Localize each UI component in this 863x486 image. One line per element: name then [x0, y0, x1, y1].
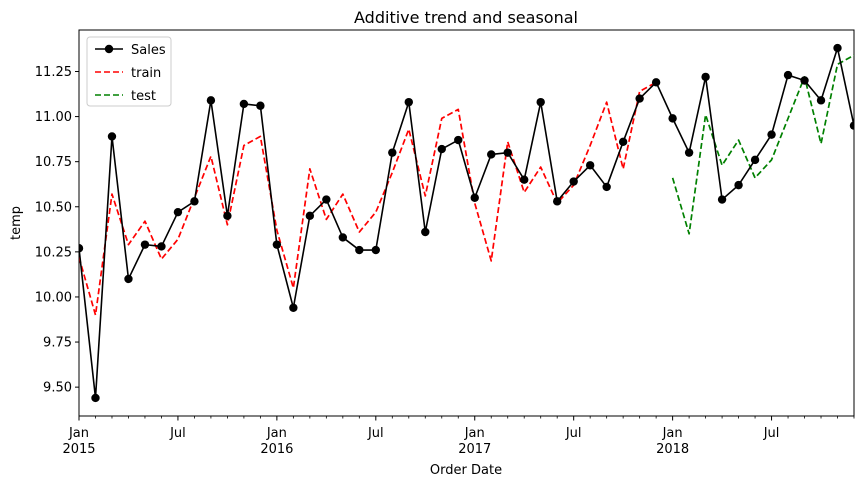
data-point-sales — [651, 78, 661, 87]
data-point-sales — [206, 96, 216, 105]
series-line-test — [671, 54, 854, 235]
data-point-sales — [107, 132, 117, 141]
series-layer — [79, 43, 854, 403]
data-point-sales — [124, 274, 133, 284]
legend-label-train: train — [131, 66, 161, 81]
data-point-sales — [421, 227, 430, 237]
data-point-sales — [767, 130, 776, 139]
legend-marker-sales — [104, 44, 114, 54]
data-point-sales — [503, 148, 512, 157]
x-tick-year-label: 2017 — [458, 442, 491, 457]
data-point-sales — [849, 121, 854, 130]
legend-box — [86, 36, 172, 107]
data-point-sales — [635, 94, 644, 103]
data-point-sales — [91, 393, 100, 403]
data-point-sales — [536, 97, 545, 107]
data-point-sales — [355, 245, 364, 255]
data-point-sales — [388, 148, 397, 157]
data-point-sales — [404, 97, 413, 107]
y-tick-label: 10.75 — [35, 155, 72, 170]
legend-item-sales: Sales — [95, 43, 166, 58]
x-tick-label: Jan — [464, 426, 485, 441]
data-point-sales — [833, 43, 842, 53]
data-point-sales — [816, 96, 826, 105]
series-test — [671, 54, 854, 235]
series-train — [79, 81, 657, 316]
y-tick-label: 10.50 — [35, 200, 72, 215]
y-tick-label: 9.75 — [43, 336, 72, 351]
data-point-sales — [734, 180, 743, 190]
y-tick-label: 10.25 — [35, 245, 72, 260]
x-tick-label: Jul — [169, 426, 186, 441]
x-tick-year-label: 2016 — [260, 442, 293, 457]
data-point-sales — [272, 240, 282, 249]
data-point-sales — [487, 150, 496, 159]
data-point-sales — [668, 114, 677, 123]
x-axis-title: Order Date — [430, 463, 502, 478]
x-tick-label: Jan — [68, 426, 89, 441]
y-tick-label: 11.00 — [35, 110, 72, 125]
legend-label-sales: Sales — [131, 43, 166, 58]
data-point-sales — [305, 211, 315, 220]
data-point-sales — [79, 244, 84, 253]
data-point-sales — [256, 101, 265, 110]
data-point-sales — [157, 242, 166, 251]
data-point-sales — [173, 207, 183, 217]
x-tick-label: Jan — [662, 426, 683, 441]
data-point-sales — [454, 135, 463, 145]
data-point-sales — [717, 195, 727, 204]
legend-label-test: test — [131, 89, 156, 104]
data-point-sales — [371, 245, 381, 255]
y-axis-title: temp — [9, 206, 24, 240]
y-axis: 9.50 9.75 10.00 10.25 10.50 10.75 11.00 11.25 — [35, 65, 79, 396]
data-point-sales — [602, 182, 611, 192]
x-tick-label: Jan — [266, 426, 287, 441]
data-point-sales — [701, 72, 710, 82]
y-tick-label: 9.50 — [43, 381, 72, 396]
plot-area — [78, 29, 855, 417]
data-point-sales — [190, 197, 199, 206]
data-point-sales — [684, 148, 694, 157]
legend-item-train: train — [95, 66, 161, 81]
data-point-sales — [618, 137, 628, 147]
data-point-sales — [437, 144, 446, 154]
data-point-sales — [140, 240, 150, 249]
x-tick-year-label: 2018 — [656, 442, 689, 457]
chart-title: Additive trend and seasonal — [354, 8, 578, 27]
data-point-sales — [520, 175, 529, 184]
data-point-sales — [783, 70, 793, 80]
legend-item-test: test — [95, 89, 156, 104]
data-point-sales — [239, 99, 249, 109]
x-tick-year-label: 2015 — [62, 442, 95, 457]
data-point-sales — [569, 177, 578, 186]
y-tick-label: 11.25 — [35, 65, 72, 80]
series-line-sales — [79, 47, 854, 399]
series-line-train — [79, 81, 657, 316]
data-point-sales — [470, 193, 479, 202]
data-point-sales — [552, 197, 562, 206]
data-point-sales — [585, 161, 595, 170]
legend: Sales train test — [86, 36, 172, 107]
x-tick-label: Jul — [763, 426, 780, 441]
y-tick-label: 10.00 — [35, 290, 72, 305]
data-point-sales — [800, 76, 809, 85]
data-point-sales — [289, 303, 298, 312]
x-tick-label: Jul — [367, 426, 384, 441]
data-point-sales — [322, 195, 331, 204]
x-tick-label: Jul — [565, 426, 582, 441]
series-sales — [79, 43, 854, 403]
data-point-sales — [223, 211, 232, 220]
data-point-sales — [750, 155, 760, 165]
data-point-sales — [338, 233, 348, 242]
